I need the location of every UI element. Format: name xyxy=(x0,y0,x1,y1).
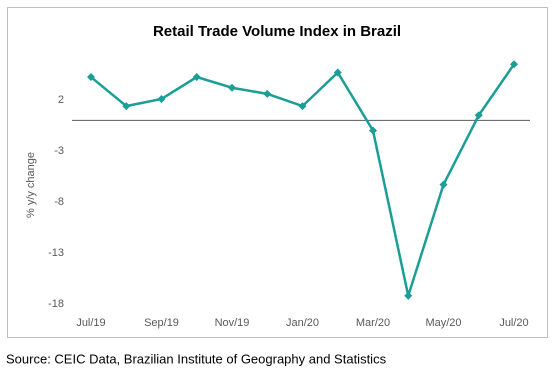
data-point xyxy=(122,102,131,111)
data-point xyxy=(192,73,201,82)
y-axis-label: % y/y change xyxy=(25,152,37,218)
x-tick-label: Jul/19 xyxy=(76,317,105,329)
x-tick-label: Mar/20 xyxy=(356,317,390,329)
chart-frame xyxy=(7,7,548,338)
data-point xyxy=(369,126,377,135)
data-point xyxy=(510,60,518,69)
y-tick-label: -13 xyxy=(48,247,64,259)
data-point xyxy=(228,83,236,92)
data-point xyxy=(298,102,307,111)
y-tick-label: -8 xyxy=(54,196,64,208)
x-tick-label: May/20 xyxy=(425,317,461,329)
data-point xyxy=(263,89,272,98)
data-point xyxy=(333,68,342,77)
x-tick-label: Nov/19 xyxy=(215,317,250,329)
data-point xyxy=(87,73,95,82)
x-tick-label: Sep/19 xyxy=(144,317,179,329)
y-tick-label: -18 xyxy=(48,298,64,310)
x-tick-label: Jul/20 xyxy=(499,317,528,329)
x-tick-label: Jan/20 xyxy=(286,317,319,329)
source-note: Source: CEIC Data, Brazilian Institute o… xyxy=(6,351,387,366)
y-tick-label: 2 xyxy=(58,94,64,106)
chart-title: Retail Trade Volume Index in Brazil xyxy=(153,23,401,40)
data-point xyxy=(157,94,166,103)
y-tick-label: -3 xyxy=(54,145,64,157)
data-point xyxy=(404,291,413,300)
data-point xyxy=(439,180,448,189)
data-point xyxy=(474,111,483,120)
